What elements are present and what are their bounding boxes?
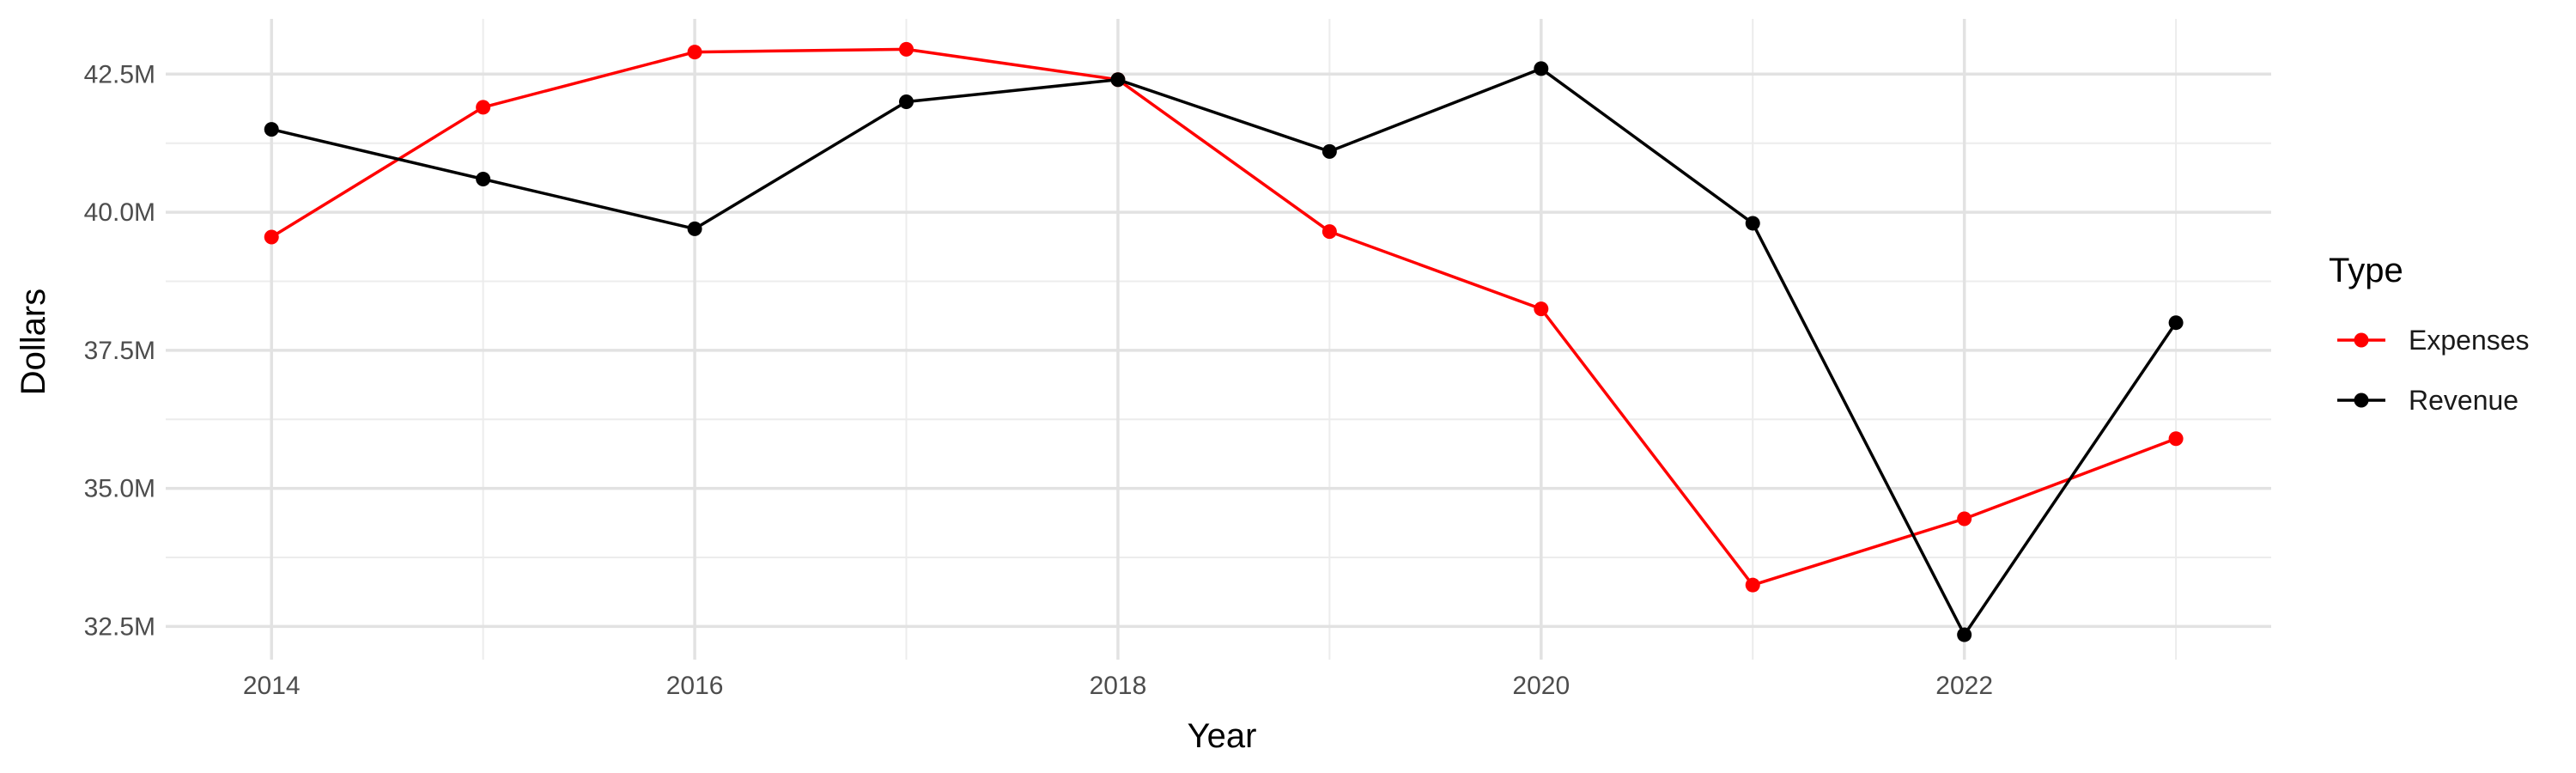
legend-label-expenses: Expenses bbox=[2409, 325, 2530, 356]
x-tick-label: 2016 bbox=[666, 672, 724, 700]
revenue-point bbox=[476, 172, 491, 186]
x-tick-label: 2018 bbox=[1090, 672, 1147, 700]
x-tick-label: 2020 bbox=[1512, 672, 1570, 700]
expenses-line bbox=[270, 47, 2177, 587]
revenue-point bbox=[687, 221, 702, 236]
legend-key-revenue-point bbox=[2354, 393, 2369, 408]
revenue-point bbox=[2168, 315, 2184, 331]
expenses-point bbox=[1534, 301, 1549, 317]
y-tick-label: 42.5M bbox=[84, 60, 155, 88]
y-tick-label: 37.5M bbox=[84, 337, 155, 365]
x-tick-label: 2022 bbox=[1935, 672, 1993, 700]
revenue-point bbox=[264, 122, 279, 137]
expenses-point bbox=[476, 100, 491, 115]
expenses-point bbox=[1321, 224, 1337, 240]
expenses-point bbox=[264, 229, 279, 245]
revenue-point bbox=[1957, 627, 1972, 642]
x-tick-label: 2014 bbox=[243, 672, 301, 700]
grid bbox=[166, 19, 2271, 660]
revenue-point bbox=[899, 94, 914, 109]
revenue-point bbox=[1534, 61, 1549, 76]
revenue-point bbox=[1745, 216, 1760, 231]
revenue-point bbox=[1321, 143, 1337, 159]
expenses-point bbox=[687, 45, 702, 60]
legend-label-revenue: Revenue bbox=[2409, 385, 2518, 416]
legend-title: Type bbox=[2329, 252, 2403, 289]
x-axis-title: Year bbox=[1188, 717, 1257, 755]
revenue-point bbox=[1110, 72, 1126, 88]
legend: Type Expenses Revenue bbox=[2329, 252, 2530, 416]
y-tick-label: 35.0M bbox=[84, 475, 155, 503]
expenses-point bbox=[1745, 577, 1760, 593]
revenue-line bbox=[270, 67, 2178, 636]
series-group bbox=[264, 41, 2184, 642]
expenses-point bbox=[1957, 511, 1972, 526]
axis-ticks: 32.5M 35.0M 37.5M 40.0M 42.5M 2014 2016 2018 202… bbox=[84, 60, 1993, 700]
y-axis-title: Dollars bbox=[15, 289, 52, 395]
y-tick-label: 32.5M bbox=[84, 612, 155, 641]
y-tick-label: 40.0M bbox=[84, 198, 155, 227]
legend-key-expenses-point bbox=[2354, 332, 2369, 348]
expenses-point bbox=[899, 41, 914, 57]
legend-items: Expenses Revenue bbox=[2337, 325, 2530, 416]
expenses-point bbox=[2168, 431, 2184, 447]
